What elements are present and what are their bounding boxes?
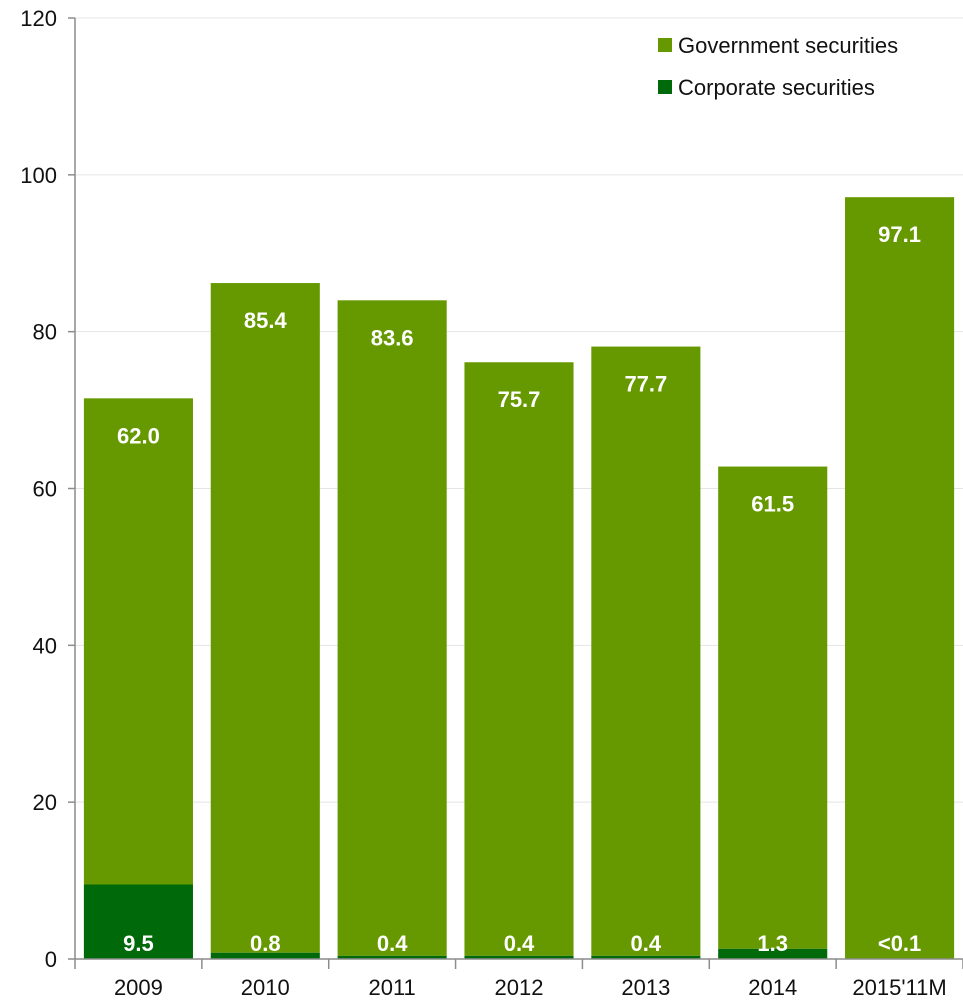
x-tick-label-2014: 2014 bbox=[748, 975, 797, 1000]
y-tick-label-80: 80 bbox=[33, 320, 57, 345]
legend-label-government: Government securities bbox=[678, 33, 898, 58]
data-label-government-2013: 77.7 bbox=[624, 372, 667, 397]
bar-government-2014 bbox=[718, 466, 828, 949]
legend: Government securities Corporate securiti… bbox=[658, 33, 898, 100]
bar-government-2011 bbox=[337, 300, 447, 956]
bar-corporate-2010 bbox=[210, 952, 320, 959]
x-tick-label-2012: 2012 bbox=[495, 975, 544, 1000]
y-tick-label-120: 120 bbox=[20, 6, 57, 31]
data-label-government-2009: 62.0 bbox=[117, 423, 160, 448]
bar-corporate-2012 bbox=[464, 955, 574, 959]
legend-swatch-government bbox=[658, 38, 672, 52]
bar-government-2009 bbox=[83, 398, 193, 885]
x-tick-label-2015'11M: 2015'11M bbox=[852, 975, 946, 1000]
x-tick-label-2010: 2010 bbox=[241, 975, 290, 1000]
bar-government-2012 bbox=[464, 362, 574, 956]
y-tick-label-0: 0 bbox=[45, 947, 57, 972]
legend-label-corporate: Corporate securities bbox=[678, 75, 875, 100]
bar-corporate-2011 bbox=[337, 955, 447, 959]
y-tick-label-40: 40 bbox=[33, 633, 57, 658]
data-label-government-2012: 75.7 bbox=[498, 387, 541, 412]
data-label-government-2015'11M: 97.1 bbox=[878, 222, 921, 247]
bars bbox=[83, 197, 955, 959]
data-label-corporate-2014: 1.3 bbox=[757, 931, 788, 956]
data-label-government-2010: 85.4 bbox=[244, 308, 288, 333]
bar-corporate-2013 bbox=[591, 955, 701, 959]
data-label-corporate-2012: 0.4 bbox=[504, 931, 535, 956]
y-tick-label-100: 100 bbox=[20, 163, 57, 188]
x-tick-label-2013: 2013 bbox=[621, 975, 670, 1000]
tick-labels: 0 20 40 60 80 100 120 2009 2010 2011 2012 2013 2014 2… bbox=[20, 6, 963, 1000]
bar-government-2013 bbox=[591, 346, 701, 956]
bar-corporate-2014 bbox=[718, 948, 828, 959]
x-tick-label-2011: 2011 bbox=[368, 975, 415, 1000]
bar-government-2015'11M bbox=[845, 197, 955, 959]
x-tick-label-2009: 2009 bbox=[114, 975, 163, 1000]
data-label-corporate-2009: 9.5 bbox=[123, 931, 154, 956]
data-label-corporate-2011: 0.4 bbox=[377, 931, 408, 956]
data-label-corporate-2015'11M: <0.1 bbox=[878, 931, 921, 956]
data-label-corporate-2013: 0.4 bbox=[631, 931, 662, 956]
data-label-government-2014: 61.5 bbox=[751, 492, 794, 517]
bar-corporate-2009 bbox=[83, 884, 193, 959]
data-label-corporate-2010: 0.8 bbox=[250, 931, 281, 956]
data-label-government-2011: 83.6 bbox=[371, 325, 414, 350]
bar-government-2010 bbox=[210, 283, 320, 953]
data-labels: 62.0 9.5 85.4 0.8 83.6 0.4 75.7 0.4 77.7 0.4 61.5 1… bbox=[117, 222, 921, 956]
y-tick-label-20: 20 bbox=[33, 790, 57, 815]
y-tick-label-60: 60 bbox=[33, 477, 57, 502]
legend-swatch-corporate bbox=[658, 80, 672, 94]
